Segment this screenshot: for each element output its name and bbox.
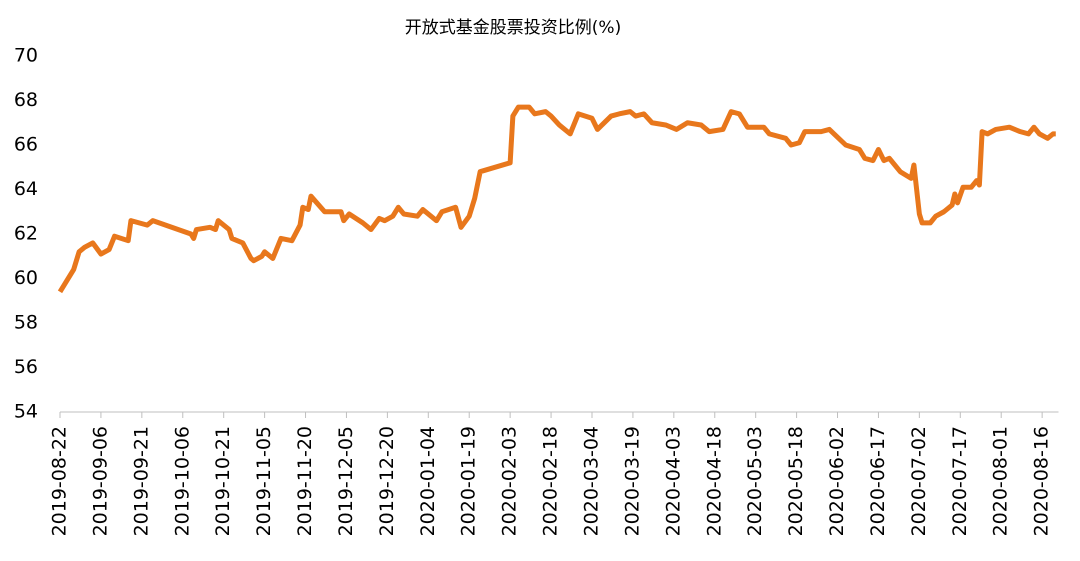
x-tick-label: 2020-01-19 [458, 426, 480, 536]
y-tick-label: 70 [14, 45, 38, 67]
x-tick-label: 2019-10-06 [171, 426, 193, 536]
x-tick-label: 2020-07-02 [908, 426, 930, 536]
x-tick-label: 2019-10-21 [212, 426, 234, 536]
chart-title: 开放式基金股票投资比例(%) [405, 18, 621, 38]
x-tick-label: 2020-03-04 [580, 426, 602, 536]
line [57, 104, 1056, 294]
x-tick-label: 2020-05-18 [785, 426, 807, 536]
y-tick-label: 64 [14, 178, 38, 200]
x-tick-label: 2020-01-04 [417, 426, 439, 536]
x-tick-label: 2019-08-22 [49, 426, 71, 536]
x-tick-label: 2019-11-05 [253, 426, 275, 536]
y-tick-label: 56 [14, 356, 38, 378]
x-tick-label: 2020-04-18 [703, 426, 725, 536]
x-tick-label: 2020-06-17 [867, 426, 889, 536]
x-tick-label: 2020-06-02 [826, 426, 848, 536]
x-tick-label: 2020-08-16 [1031, 426, 1053, 536]
x-tick-label: 2019-09-06 [89, 426, 111, 536]
x-tick-label: 2019-12-05 [335, 426, 357, 536]
y-tick-label: 54 [14, 401, 38, 423]
x-tick-label: 2020-08-01 [990, 426, 1012, 536]
x-tick-label: 2019-11-20 [294, 426, 316, 536]
x-tick-label: 2020-05-03 [744, 426, 766, 536]
x-tick-label: 2019-12-20 [376, 426, 398, 536]
x-tick-label: 2020-02-03 [499, 426, 521, 536]
y-tick-label: 62 [14, 223, 38, 245]
x-tick-label: 2020-07-17 [949, 426, 971, 536]
x-tick-label: 2020-03-19 [621, 426, 643, 536]
x-tick-label: 2019-09-21 [130, 426, 152, 536]
y-tick-label: 68 [14, 89, 38, 111]
y-tick-label: 60 [14, 267, 38, 289]
y-tick-label: 58 [14, 312, 38, 334]
x-tick-label: 2020-04-03 [662, 426, 684, 536]
y-tick-label: 66 [14, 134, 38, 156]
x-tick-label: 2020-02-18 [540, 426, 562, 536]
